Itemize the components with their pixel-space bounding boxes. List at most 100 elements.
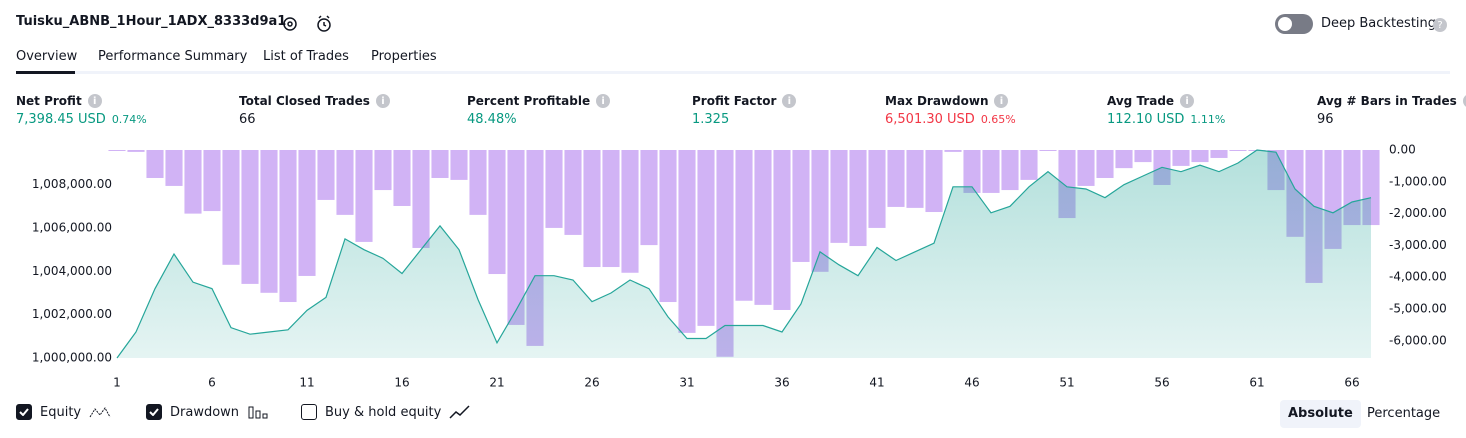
equity-area xyxy=(117,150,1371,358)
metric-value: 6,501.30 USD 0.65% xyxy=(885,112,1016,127)
metric-value-text: 6,501.30 USD xyxy=(885,112,975,127)
x-tick-label: 46 xyxy=(964,376,979,390)
x-tick-label: 26 xyxy=(584,376,599,390)
drawdown-bar xyxy=(773,150,791,310)
legend-label: Drawdown xyxy=(170,404,240,420)
absolute-button[interactable]: Absolute xyxy=(1280,400,1361,428)
drawdown-bar xyxy=(944,150,962,152)
tab[interactable]: Properties xyxy=(371,49,437,64)
metric-value-text: 7,398.45 USD xyxy=(16,112,106,127)
drawdown-bar xyxy=(697,150,715,326)
drawdown-bar xyxy=(469,150,487,215)
y2-tick-label: -1,000.00 xyxy=(1389,174,1447,188)
active-tab-indicator xyxy=(16,71,75,74)
drawdown-bar xyxy=(583,150,601,268)
drawdown-bar xyxy=(545,150,563,228)
drawdown-bar xyxy=(849,150,867,247)
drawdown-bar xyxy=(640,150,658,246)
y-tick-label: 1,002,000.00 xyxy=(32,307,112,321)
drawdown-bar xyxy=(488,150,506,275)
drawdown-bar xyxy=(431,150,449,178)
legend-icon xyxy=(248,406,268,419)
metric-percent: 0.74% xyxy=(111,113,147,126)
y2-tick-label: -3,000.00 xyxy=(1389,238,1447,252)
checkbox[interactable] xyxy=(16,404,32,420)
drawdown-bar xyxy=(127,150,145,152)
metric-label-text: Total Closed Trades xyxy=(239,94,370,108)
metric-label: Avg Trade i xyxy=(1107,94,1195,108)
drawdown-bar xyxy=(355,150,373,242)
y2-tick-label: 0.00 xyxy=(1389,143,1416,157)
percentage-button[interactable]: Percentage xyxy=(1367,406,1441,421)
alert-icon[interactable] xyxy=(315,14,335,34)
metric-label: Profit Factor i xyxy=(692,94,797,108)
drawdown-bar xyxy=(184,150,202,214)
drawdown-bar xyxy=(564,150,582,235)
legend-equity[interactable]: Equity xyxy=(16,404,111,420)
x-tick-label: 6 xyxy=(208,376,216,390)
metric-value-text: 112.10 USD xyxy=(1107,112,1185,127)
drawdown-bar xyxy=(963,150,981,193)
tab[interactable]: Performance Summary xyxy=(98,49,248,64)
x-tick-label: 11 xyxy=(299,376,314,390)
legend-label: Buy & hold equity xyxy=(325,404,442,420)
drawdown-bar xyxy=(336,150,354,215)
x-tick-label: 51 xyxy=(1059,376,1074,390)
y-tick-label: 1,000,000.00 xyxy=(32,351,112,365)
x-tick-label: 36 xyxy=(774,376,789,390)
help-icon[interactable]: i xyxy=(1180,94,1195,108)
metric-label-text: Net Profit xyxy=(16,94,82,108)
help-icon[interactable]: i xyxy=(87,94,102,108)
equity-line xyxy=(116,149,1372,359)
drawdown-bar xyxy=(621,150,639,273)
metric-label: Percent Profitable i xyxy=(467,94,611,108)
metric-label-text: Profit Factor xyxy=(692,94,777,108)
drawdown-bar xyxy=(507,150,525,325)
drawdown-bar xyxy=(602,150,620,268)
help-icon[interactable]: i xyxy=(782,94,797,108)
drawdown-bar xyxy=(1172,150,1190,166)
help-icon[interactable]: i xyxy=(1462,94,1466,108)
deep-backtesting-toggle[interactable] xyxy=(1275,14,1313,34)
help-icon[interactable]: i xyxy=(375,94,390,108)
drawdown-bar xyxy=(716,150,734,357)
metric-label-text: Avg # Bars in Trades xyxy=(1317,94,1457,108)
y-tick-label: 1,006,000.00 xyxy=(32,221,112,235)
help-icon[interactable]: i xyxy=(596,94,611,108)
drawdown-bar xyxy=(678,150,696,333)
drawdown-bar xyxy=(868,150,886,228)
legend-drawdown[interactable]: Drawdown xyxy=(146,404,269,420)
tab[interactable]: Overview xyxy=(16,49,78,64)
drawdown-bar xyxy=(412,150,430,248)
metric-value: 66 xyxy=(239,112,256,127)
drawdown-bar xyxy=(279,150,297,303)
x-tick-label: 16 xyxy=(394,376,409,390)
drawdown-bar xyxy=(754,150,772,305)
drawdown-bar xyxy=(146,150,164,178)
drawdown-bar xyxy=(165,150,183,186)
help-icon[interactable]: i xyxy=(994,94,1009,108)
legend-icon xyxy=(449,405,470,419)
strategy-title: Tuisku_ABNB_1Hour_1ADX_8333d9a1 xyxy=(16,14,287,29)
x-tick-label: 1 xyxy=(113,376,121,390)
metric-value: 48.48% xyxy=(467,112,517,127)
legend-buy-hold[interactable]: Buy & hold equity xyxy=(301,404,471,420)
tab[interactable]: List of Trades xyxy=(263,49,349,64)
metric-label: Total Closed Trades i xyxy=(239,94,390,108)
drawdown-bar xyxy=(317,150,335,200)
chart: 1,000,000.00 1,002,000.00 1,004,000.00 1,00… xyxy=(32,143,1447,390)
drawdown-bar xyxy=(1229,150,1247,151)
drawdown-bar xyxy=(1210,150,1228,158)
legend-label: Equity xyxy=(40,404,82,420)
help-icon[interactable]: ? xyxy=(1433,18,1447,32)
settings-icon[interactable] xyxy=(281,15,299,33)
checkbox[interactable] xyxy=(146,404,162,420)
metric-label: Avg # Bars in Trades i xyxy=(1317,94,1466,108)
drawdown-bar xyxy=(792,150,810,262)
checkbox[interactable] xyxy=(301,404,317,420)
drawdown-bar xyxy=(241,150,259,284)
drawdown-bar xyxy=(108,150,126,151)
tab-divider xyxy=(16,71,1450,74)
drawdown-bar xyxy=(811,150,829,272)
